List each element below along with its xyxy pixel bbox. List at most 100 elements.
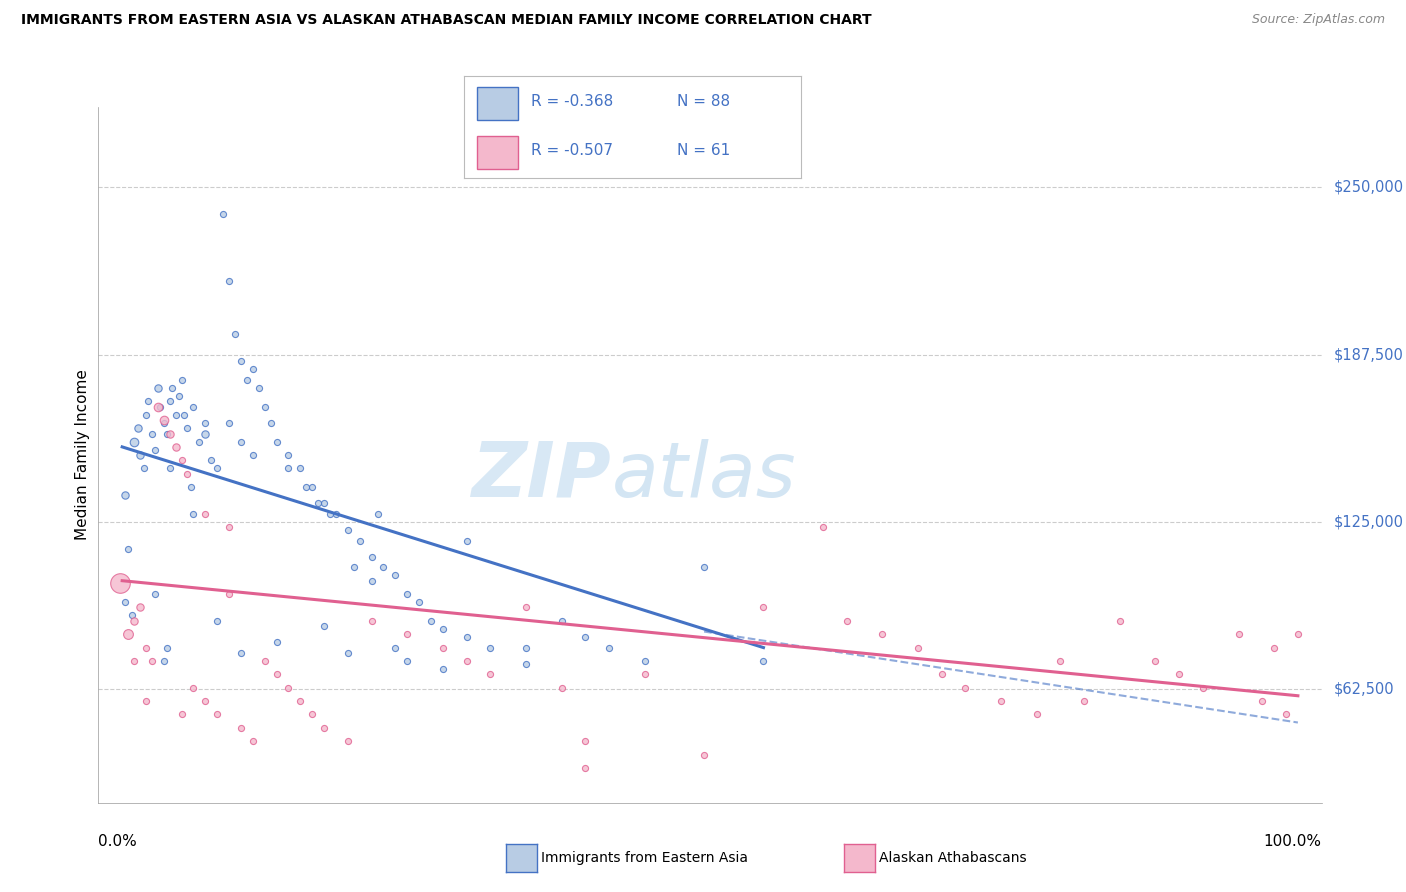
Point [634, 654, 657, 668]
Point [1168, 667, 1191, 681]
Point [121, 608, 143, 623]
Point [336, 734, 359, 748]
Point [259, 416, 281, 430]
Point [1227, 627, 1250, 641]
Point [135, 640, 157, 655]
Point [396, 587, 419, 601]
Point [156, 640, 179, 655]
Point [479, 667, 502, 681]
Point [349, 533, 371, 548]
Point [290, 694, 312, 708]
Point [515, 600, 537, 615]
Point [479, 640, 502, 655]
Point [165, 408, 187, 422]
Point [146, 400, 169, 414]
Text: IMMIGRANTS FROM EASTERN ASIA VS ALASKAN ATHABASCAN MEDIAN FAMILY INCOME CORRELAT: IMMIGRANTS FROM EASTERN ASIA VS ALASKAN … [21, 13, 872, 28]
Point [301, 707, 323, 722]
Point [907, 640, 929, 655]
Point [173, 408, 195, 422]
Point [146, 381, 169, 395]
Point [224, 327, 246, 342]
Text: Immigrants from Eastern Asia: Immigrants from Eastern Asia [541, 851, 748, 865]
Point [242, 448, 264, 462]
Point [1263, 640, 1285, 655]
Point [343, 560, 366, 574]
Point [931, 667, 953, 681]
Point [236, 373, 259, 387]
Point [129, 600, 152, 615]
Point [145, 442, 167, 457]
Point [312, 721, 335, 735]
Point [145, 587, 167, 601]
Point [229, 646, 252, 660]
Point [319, 507, 342, 521]
Point [266, 434, 288, 449]
Point [176, 467, 198, 481]
Point [205, 614, 228, 628]
Point [117, 627, 139, 641]
Point [515, 640, 537, 655]
Point [156, 426, 179, 441]
Point [122, 434, 145, 449]
Point [1286, 627, 1309, 641]
Point [634, 667, 657, 681]
Point [574, 761, 596, 775]
Point [159, 394, 181, 409]
Bar [478, 136, 517, 169]
Point [456, 654, 478, 668]
Text: Alaskan Athabascans: Alaskan Athabascans [879, 851, 1026, 865]
Point [183, 507, 205, 521]
Point [396, 627, 419, 641]
Point [218, 274, 240, 288]
Point [149, 400, 172, 414]
Point [515, 657, 537, 671]
Text: $125,000: $125,000 [1334, 515, 1403, 529]
Point [180, 480, 202, 494]
Point [295, 480, 318, 494]
Point [117, 541, 139, 556]
Point [218, 587, 240, 601]
Point [1049, 654, 1071, 668]
Point [752, 600, 775, 615]
Point [456, 630, 478, 644]
Point [598, 640, 620, 655]
Point [141, 654, 163, 668]
Point [1025, 707, 1047, 722]
Y-axis label: Median Family Income: Median Family Income [75, 369, 90, 541]
Point [205, 707, 228, 722]
Point [200, 453, 222, 467]
Point [152, 413, 174, 427]
Point [229, 434, 252, 449]
Point [114, 595, 136, 609]
Point [242, 362, 264, 376]
Point [574, 734, 596, 748]
Bar [478, 87, 517, 120]
Point [188, 434, 211, 449]
Point [253, 400, 276, 414]
Point [1073, 694, 1095, 708]
Point [1108, 614, 1130, 628]
Point [990, 694, 1012, 708]
Point [752, 654, 775, 668]
Point [1251, 694, 1274, 708]
Point [135, 694, 157, 708]
Point [266, 667, 288, 681]
Text: 100.0%: 100.0% [1264, 834, 1322, 849]
Point [384, 568, 406, 582]
Point [307, 496, 329, 510]
Point [122, 654, 145, 668]
Point [141, 426, 163, 441]
Point [212, 207, 235, 221]
Point [129, 448, 152, 462]
Point [290, 461, 312, 475]
Point [152, 654, 174, 668]
Point [159, 426, 181, 441]
Point [384, 640, 406, 655]
Text: R = -0.507: R = -0.507 [531, 144, 613, 158]
Point [170, 453, 193, 467]
Point [835, 614, 858, 628]
Point [312, 619, 335, 633]
Point [122, 614, 145, 628]
Point [360, 574, 382, 588]
Point [132, 461, 155, 475]
